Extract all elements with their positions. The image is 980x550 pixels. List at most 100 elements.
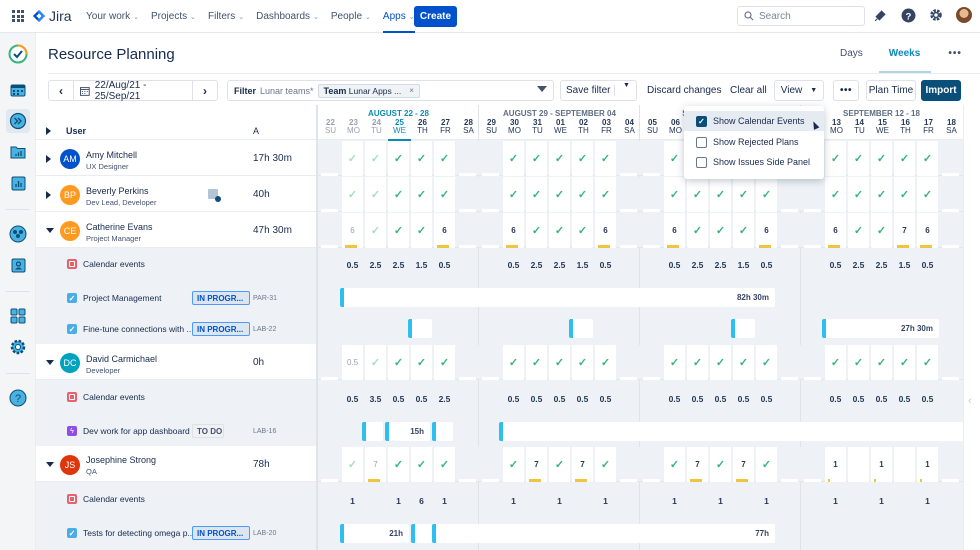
day-cell[interactable]: ✓ [503,177,524,212]
option-show-calendar-events[interactable]: ✓ Show Calendar Events [684,111,824,131]
day-header[interactable]: 13 MO [825,119,848,135]
day-cell[interactable]: ✓ [595,345,616,380]
day-header[interactable]: 01 WE [549,119,572,135]
collapse-row-icon[interactable] [46,228,54,233]
day-header[interactable]: 05 SU [641,119,664,135]
help-icon[interactable]: ? [900,7,916,23]
day-cell[interactable]: 7 [572,447,593,482]
day-cell[interactable]: ✓ [664,345,685,380]
day-cell[interactable]: ✓ [342,447,363,482]
day-cell[interactable]: ✓ [664,141,685,176]
calendar-icon[interactable] [6,78,30,102]
day-cell[interactable]: ✓ [526,213,547,248]
day-cell[interactable]: ✓ [342,177,363,212]
nav-item-people[interactable]: People ⌄ [331,0,371,33]
user-card-icon[interactable] [6,253,30,277]
day-cell[interactable]: 7 [365,447,386,482]
day-cell[interactable]: 6 [917,213,938,248]
task-allocation-bar[interactable] [362,422,383,441]
day-cell[interactable] [894,447,915,482]
user-row[interactable]: DC David Carmichael Developer 0h [36,345,316,380]
day-cell[interactable]: 7 [687,447,708,482]
day-cell[interactable]: ✓ [756,447,777,482]
task-allocation-bar[interactable]: 27h 30m [822,319,939,338]
day-cell[interactable]: ✓ [710,447,731,482]
nav-item-apps[interactable]: Apps ⌄ [382,0,415,33]
day-cell[interactable]: ✓ [687,213,708,248]
day-cell[interactable]: ✓ [871,141,892,176]
expand-all-icon[interactable] [46,127,51,135]
apps-grid-icon[interactable] [6,304,30,328]
day-header[interactable]: 14 TU [848,119,871,135]
remove-chip-icon[interactable]: × [409,86,414,95]
tab-weeks[interactable]: Weeks [878,48,931,73]
checkbox-checked-icon[interactable]: ✓ [696,115,707,127]
day-cell[interactable]: ✓ [388,177,409,212]
task-allocation-bar[interactable]: 15h [385,422,430,441]
issue-key[interactable]: LAB-22 [253,326,277,333]
day-header[interactable]: 24 TU [365,119,388,135]
create-button[interactable]: Create [414,6,457,27]
day-header[interactable]: 27 FR [434,119,457,135]
user-column-header[interactable]: User [66,126,87,136]
option-show-issues-side-panel[interactable]: Show Issues Side Panel [684,152,824,172]
more-button[interactable]: ••• [833,80,859,101]
day-header[interactable]: 25 WE [388,119,411,141]
day-cell[interactable]: ✓ [572,177,593,212]
day-cell[interactable]: ✓ [894,177,915,212]
day-cell[interactable]: ✓ [825,141,846,176]
task-title[interactable]: Fine-tune connections with ... [83,324,194,334]
day-cell[interactable]: ✓ [848,141,869,176]
task-allocation-bar[interactable] [499,422,963,441]
nav-item-your-work[interactable]: Your work ⌄ [86,0,139,33]
task-allocation-bar[interactable]: 21h [340,524,409,543]
day-cell[interactable]: ✓ [411,141,432,176]
day-cell[interactable]: 0.5 [342,345,363,380]
settings-icon[interactable] [6,335,30,359]
report-chart-icon[interactable] [6,171,30,195]
folder-chart-icon[interactable] [6,140,30,164]
issue-key[interactable]: LAB-20 [253,530,277,537]
collapse-row-icon[interactable] [46,360,54,365]
day-cell[interactable]: 6 [503,213,524,248]
task-title[interactable]: Dev work for app dashboard [83,426,190,436]
day-header[interactable]: 06 MO [664,119,687,135]
day-header[interactable]: 31 TU [526,119,549,135]
day-cell[interactable]: ✓ [871,177,892,212]
day-header[interactable]: 02 TH [572,119,595,135]
task-title[interactable]: Tests for detecting omega p... [83,528,195,538]
task-allocation-bar[interactable] [432,422,453,441]
task-allocation-bar[interactable] [408,319,432,338]
day-cell[interactable]: 7 [894,213,915,248]
next-period-button[interactable]: › [203,83,207,98]
calendar-sync-icon[interactable] [208,189,221,202]
day-header[interactable]: 22 SU [319,119,342,135]
day-cell[interactable]: 6 [825,213,846,248]
day-cell[interactable]: ✓ [526,345,547,380]
day-cell[interactable]: ✓ [825,177,846,212]
day-cell[interactable]: ✓ [848,345,869,380]
day-cell[interactable]: 6 [595,213,616,248]
availability-column-header[interactable]: A [253,126,260,136]
day-cell[interactable]: ✓ [710,213,731,248]
day-header[interactable]: 03 FR [595,119,618,135]
day-header[interactable]: 30 MO [503,119,526,135]
task-allocation-bar[interactable] [731,319,755,338]
nav-item-filters[interactable]: Filters ⌄ [208,0,244,33]
day-cell[interactable]: ✓ [917,345,938,380]
settings-icon[interactable] [928,7,944,23]
save-filter-button[interactable]: Save filter ▼ [560,80,637,101]
day-cell[interactable]: 7 [733,447,754,482]
issue-key[interactable]: PAR-31 [253,295,277,302]
tab-days[interactable]: Days [840,48,863,59]
task-allocation-bar[interactable] [411,524,432,543]
filter-bar[interactable]: Filter Lunar teams* Team Lunar Apps ... … [227,80,554,101]
day-cell[interactable]: ✓ [595,177,616,212]
day-cell[interactable]: ✓ [572,213,593,248]
day-cell[interactable]: ✓ [917,141,938,176]
day-header[interactable]: 23 MO [342,119,365,135]
day-header[interactable]: 17 FR [917,119,940,135]
jira-logo[interactable]: Jira [32,8,72,24]
day-cell[interactable]: ✓ [388,447,409,482]
day-cell[interactable] [848,447,869,482]
